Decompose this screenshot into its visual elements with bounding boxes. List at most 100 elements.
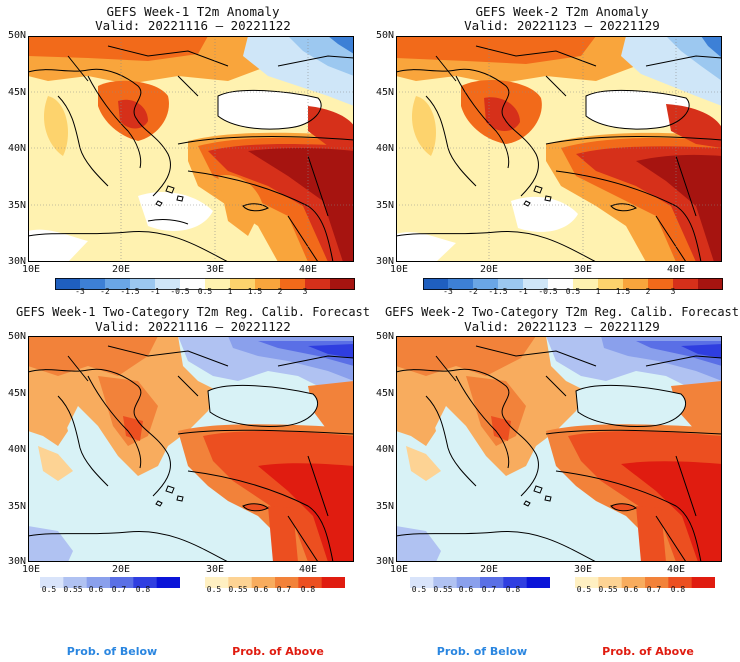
panel-4-above-labels: 0.5 0.55 0.6 0.7 0.8 [575, 585, 715, 597]
colorbar-swatch [645, 577, 669, 588]
colorbar-swatch [473, 278, 499, 290]
colorbar-swatch [598, 577, 623, 588]
colorbar-swatch [130, 278, 156, 290]
colorbar-swatch [498, 278, 524, 290]
panel-3-title: GEFS Week-1 Two-Category T2m Reg. Calib.… [16, 305, 371, 319]
colorbar-swatch [205, 278, 231, 290]
colorbar-swatch [698, 278, 724, 290]
cb1-label: -2 [100, 287, 110, 296]
panel-3-lon-30e: 30E [205, 564, 225, 575]
cb4a-label: 0.5 [576, 585, 592, 594]
panel-4-lon-30e: 30E [573, 564, 593, 575]
panel-3-above-labels: 0.5 0.55 0.6 0.7 0.8 [205, 585, 345, 597]
cb4a-label: 0.55 [598, 585, 618, 594]
panel-1-valid: Valid: 20221116 – 20221122 [95, 18, 291, 33]
panel-2-colorbar [423, 275, 724, 290]
cb2-label: -0.5 [538, 287, 558, 296]
panel-4-map [396, 336, 722, 562]
colorbar-swatch [155, 278, 181, 290]
cb1-label: -1 [150, 287, 160, 296]
panel-4-lat-45n: 45N [375, 388, 394, 399]
panel-2-lon-20e: 20E [479, 264, 499, 275]
colorbar-swatch [330, 278, 356, 290]
panel-1-lat-30n: 30N [7, 256, 26, 267]
panel-4-lat-40n: 40N [375, 444, 394, 455]
colorbar-swatch [523, 278, 549, 290]
prob-below-label-right: Prob. of Below [436, 645, 528, 658]
panel-4-below-labels: 0.5 0.55 0.6 0.7 0.8 [410, 585, 550, 597]
colorbar-swatch [205, 577, 229, 588]
cb3a-label: 0.5 [206, 585, 222, 594]
panel-2-lon-10e: 10E [389, 264, 409, 275]
panel-2-lon-30e: 30E [573, 264, 593, 275]
prob-above-label-left: Prob. of Above [232, 645, 324, 658]
cb1-label: 1 [227, 287, 233, 296]
panel-2-colorbar-svg [423, 278, 724, 290]
panel-1-colorbar-labels: -3 -2 -1.5 -1 -0.5 0.5 1 1.5 2 3 [55, 287, 355, 299]
panel-1-lon-30e: 30E [205, 264, 225, 275]
panel-2-lat-40n: 40N [375, 143, 394, 154]
cb1-label: 3 [302, 287, 308, 296]
panel-1-colorbar [55, 275, 356, 290]
cb4b-label: 0.7 [481, 585, 497, 594]
colorbar-swatch [448, 278, 474, 290]
colorbar-swatch [623, 278, 649, 290]
cb3a-label: 0.55 [228, 585, 248, 594]
panel-2-lat-45n: 45N [375, 87, 394, 98]
panel-3-below-colorbar [40, 573, 181, 588]
colorbar-swatch [410, 577, 434, 588]
colorbar-swatch [573, 278, 599, 290]
cb2-label: -1.5 [488, 287, 508, 296]
panel-3-lat-50n: 50N [7, 331, 26, 342]
cb1-label: 1.5 [247, 287, 263, 296]
colorbar-swatch [305, 278, 331, 290]
cb4b-label: 0.55 [433, 585, 453, 594]
panel-4-lon-10e: 10E [389, 564, 409, 575]
panel-4-valid: Valid: 20221123 – 20221129 [464, 319, 660, 334]
cb1-label: -0.5 [170, 287, 190, 296]
panel-1-lon-10e: 10E [21, 264, 41, 275]
colorbar-swatch [63, 577, 88, 588]
colorbar-swatch [480, 577, 504, 588]
cb3a-label: 0.8 [300, 585, 316, 594]
cb2-label: 2 [645, 287, 651, 296]
panel-4-below-colorbar [410, 573, 551, 588]
colorbar-swatch [275, 577, 299, 588]
panel-2-lat-50n: 50N [375, 30, 394, 41]
panel-3-above-colorbar [205, 573, 346, 588]
panel-2-lon-40e: 40E [666, 264, 686, 275]
colorbar-swatch [648, 278, 674, 290]
cb1-label: -3 [75, 287, 85, 296]
colorbar-swatch [503, 577, 528, 588]
panel-4-lat-30n: 30N [375, 556, 394, 567]
colorbar-swatch [105, 278, 131, 290]
colorbar-swatch [255, 278, 281, 290]
cb4b-label: 0.6 [458, 585, 474, 594]
panel-1-colorbar-swatches [55, 278, 356, 290]
panel-1-colorbar-svg [55, 278, 356, 290]
panel-3-above-swatches [205, 577, 346, 588]
panel-3-lat-35n: 35N [7, 501, 26, 512]
panel-2-lat-30n: 30N [375, 256, 394, 267]
cb3a-label: 0.7 [276, 585, 292, 594]
cb4b-label: 0.8 [505, 585, 521, 594]
colorbar-swatch [40, 577, 64, 588]
panel-2-lat-35n: 35N [375, 200, 394, 211]
panel-4-above-swatches [575, 577, 716, 588]
panel-3-lat-30n: 30N [7, 556, 26, 567]
panel-4-lon-40e: 40E [666, 564, 686, 575]
colorbar-swatch [456, 577, 481, 588]
prob-above-label-right: Prob. of Above [602, 645, 694, 658]
cb2-label: -2 [468, 287, 478, 296]
cb2-label: -1 [518, 287, 528, 296]
colorbar-swatch [621, 577, 646, 588]
panel-3-below-labels: 0.5 0.55 0.6 0.7 0.8 [40, 585, 180, 597]
panel-3-lon-20e: 20E [111, 564, 131, 575]
cb4a-label: 0.6 [623, 585, 639, 594]
cb1-label: 0.5 [197, 287, 213, 296]
cb1-label: 2 [277, 287, 283, 296]
cb3b-label: 0.5 [41, 585, 57, 594]
panel-3-lon-10e: 10E [21, 564, 41, 575]
colorbar-swatch [230, 278, 256, 290]
panel-3-lat-40n: 40N [7, 444, 26, 455]
